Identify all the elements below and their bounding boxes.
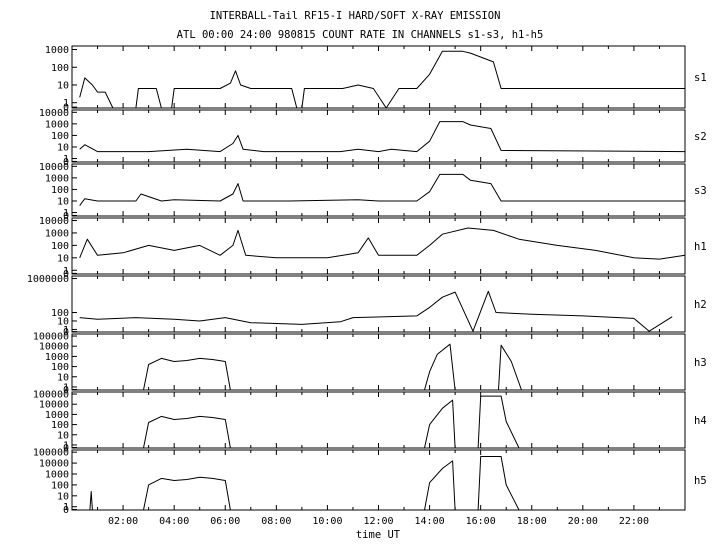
ytick-label-s2: 1 (63, 154, 69, 165)
x-axis-label: time UT (356, 529, 401, 541)
ytick-label-h3: 10 (57, 372, 69, 383)
panel-frame-h5 (71, 449, 686, 511)
xtick-label: 22:00 (619, 516, 649, 527)
channel-label-h3: h3 (694, 357, 707, 369)
ytick-label-h4: 10 (57, 430, 69, 441)
series-line-s2 (79, 121, 686, 153)
series-line-s1 (79, 50, 685, 109)
ytick-label-h2: 1 (63, 325, 69, 336)
ytick-label-h2: 100 (51, 308, 69, 319)
channel-label-h2: h2 (694, 299, 707, 311)
panel-frame-s2 (71, 109, 686, 163)
chart-title: INTERBALL-Tail RF15-I HARD/SOFT X-RAY EM… (210, 10, 501, 22)
ytick-label-h3: 100 (51, 362, 69, 373)
panel-frame-h1 (71, 217, 686, 275)
ytick-label-h5: 10000 (39, 459, 69, 470)
ytick-label-h5: 100 (51, 480, 69, 491)
ytick-label-s3: 1 (63, 208, 69, 219)
ytick-label-h3: 1000 (45, 352, 69, 363)
ytick-label-h3: 0 (63, 385, 69, 396)
xtick-label: 10:00 (312, 516, 342, 527)
ytick-label-h5: 0 (63, 505, 69, 516)
ytick-label-s1: 0 (63, 103, 69, 114)
ytick-label-h5: 1000 (45, 470, 69, 481)
ytick-label-s2: 0 (63, 157, 69, 168)
ytick-label-h4: 10000 (39, 400, 69, 411)
ytick-label-h1: 10000 (39, 216, 69, 227)
xtick-label: 06:00 (210, 516, 240, 527)
ytick-label-h5: 1 (63, 502, 69, 513)
series-line-s3 (79, 173, 685, 206)
ytick-label-h1: 1 (63, 266, 69, 277)
ytick-label-h1: 100 (51, 241, 69, 252)
ytick-label-h3: 100000 (33, 332, 69, 343)
channel-label-s1: s1 (694, 72, 707, 84)
ytick-label-s3: 1000 (45, 173, 69, 184)
ytick-label-s3: 10 (57, 196, 69, 207)
panel-frame-h4 (71, 391, 686, 449)
channel-label-s3: s3 (694, 185, 707, 197)
channel-label-h4: h4 (694, 415, 707, 427)
panel-frame-s3 (71, 163, 686, 217)
ytick-label-s2: 10000 (39, 108, 69, 119)
xtick-label: 16:00 (466, 516, 496, 527)
ytick-label-h2: 1000000 (27, 274, 69, 285)
ytick-label-h3: 10000 (39, 342, 69, 353)
ytick-label-h5: 10 (57, 491, 69, 502)
ytick-label-h5: 100000 (33, 448, 69, 459)
ytick-label-h1: 10 (57, 253, 69, 264)
ytick-label-s3: 0 (63, 211, 69, 222)
series-line-h5 (89, 456, 520, 511)
series-line-h4 (143, 395, 520, 449)
xtick-label: 08:00 (261, 516, 291, 527)
xtick-label: 02:00 (108, 516, 138, 527)
series-line-h3 (143, 343, 522, 391)
series-line-h2 (79, 290, 673, 332)
xtick-label: 18:00 (517, 516, 547, 527)
ytick-label-h4: 100000 (33, 390, 69, 401)
chart-subtitle: ATL 00:00 24:00 980815 COUNT RATE IN CHA… (177, 29, 544, 41)
xtick-label: 12:00 (363, 516, 393, 527)
ytick-label-h4: 1 (63, 440, 69, 451)
ytick-label-h4: 100 (51, 420, 69, 431)
ytick-label-h4: 1000 (45, 410, 69, 421)
ytick-label-s3: 10000 (39, 162, 69, 173)
xtick-label: 14:00 (415, 516, 445, 527)
channel-label-s2: s2 (694, 131, 707, 143)
ytick-label-h1: 1000 (45, 228, 69, 239)
ytick-label-s1: 10 (57, 80, 69, 91)
panel-frame-h3 (71, 333, 686, 391)
xtick-label: 04:00 (159, 516, 189, 527)
channel-label-h1: h1 (694, 241, 707, 253)
ytick-label-h4: 0 (63, 443, 69, 454)
panel-frame-s1 (71, 45, 686, 109)
ytick-label-h2: 10 (57, 316, 69, 327)
ytick-label-s3: 100 (51, 185, 69, 196)
channel-label-h5: h5 (694, 475, 707, 487)
ytick-label-s1: 1000 (45, 45, 69, 56)
panel-frame-h2 (71, 275, 686, 333)
ytick-label-h1: 0 (63, 269, 69, 280)
ytick-label-s2: 100 (51, 131, 69, 142)
ytick-label-s2: 1000 (45, 119, 69, 130)
xtick-label: 20:00 (568, 516, 598, 527)
ytick-label-s1: 100 (51, 63, 69, 74)
ytick-label-s1: 1 (63, 98, 69, 109)
ytick-label-h3: 1 (63, 382, 69, 393)
ytick-label-s2: 10 (57, 142, 69, 153)
ytick-label-h2: 0 (63, 327, 69, 338)
series-line-h1 (79, 227, 686, 260)
